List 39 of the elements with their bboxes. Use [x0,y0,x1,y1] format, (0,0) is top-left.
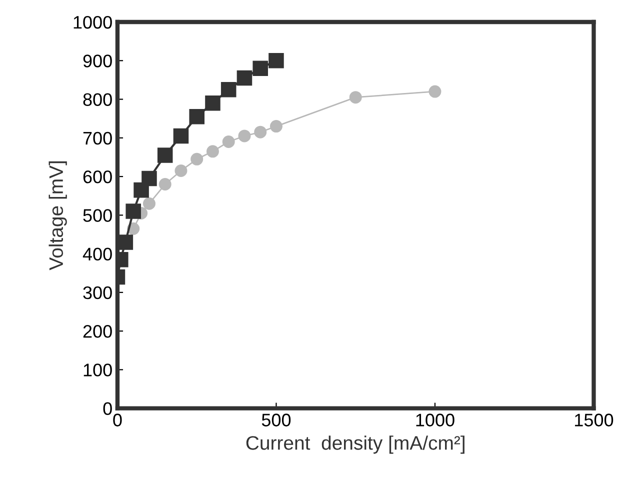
point [236,70,252,86]
point [158,178,172,191]
point [126,204,141,219]
point [118,234,134,250]
y-tick-label: 600 [83,170,112,184]
point [190,152,204,166]
y-tick-label: 0 [103,402,112,416]
point [270,120,282,133]
point [220,82,236,98]
point [205,95,220,111]
point [157,148,173,163]
y-tick-label: 900 [83,54,112,68]
x-axis-title: Current density [mA/cm²] [246,436,464,454]
y-tick-label: 400 [82,248,112,261]
x-tick-label: 1000 [416,414,454,426]
y-tick-label: 500 [83,209,112,222]
y-axis-title: Voltage [mV] [48,161,67,270]
x-tick-label: 1500 [575,414,614,426]
point [349,91,362,104]
point [268,52,284,68]
point [206,145,219,158]
y-tick-label: 800 [83,93,112,106]
point [222,136,235,148]
y-tick-label: 200 [83,324,112,338]
y-tick-label: 300 [83,286,112,300]
point [142,170,157,186]
x-tick-label: 0 [113,414,122,426]
point [174,164,188,177]
point [254,126,267,138]
x-tick-label: 500 [262,414,291,426]
point [189,109,204,124]
point [173,128,189,144]
point [142,197,156,210]
y-tick-label: 700 [83,132,112,145]
y-tick-label: 100 [84,364,112,376]
y-tick-label: 1000 [74,16,112,29]
point [252,60,268,76]
point [428,85,442,98]
point [238,130,251,142]
